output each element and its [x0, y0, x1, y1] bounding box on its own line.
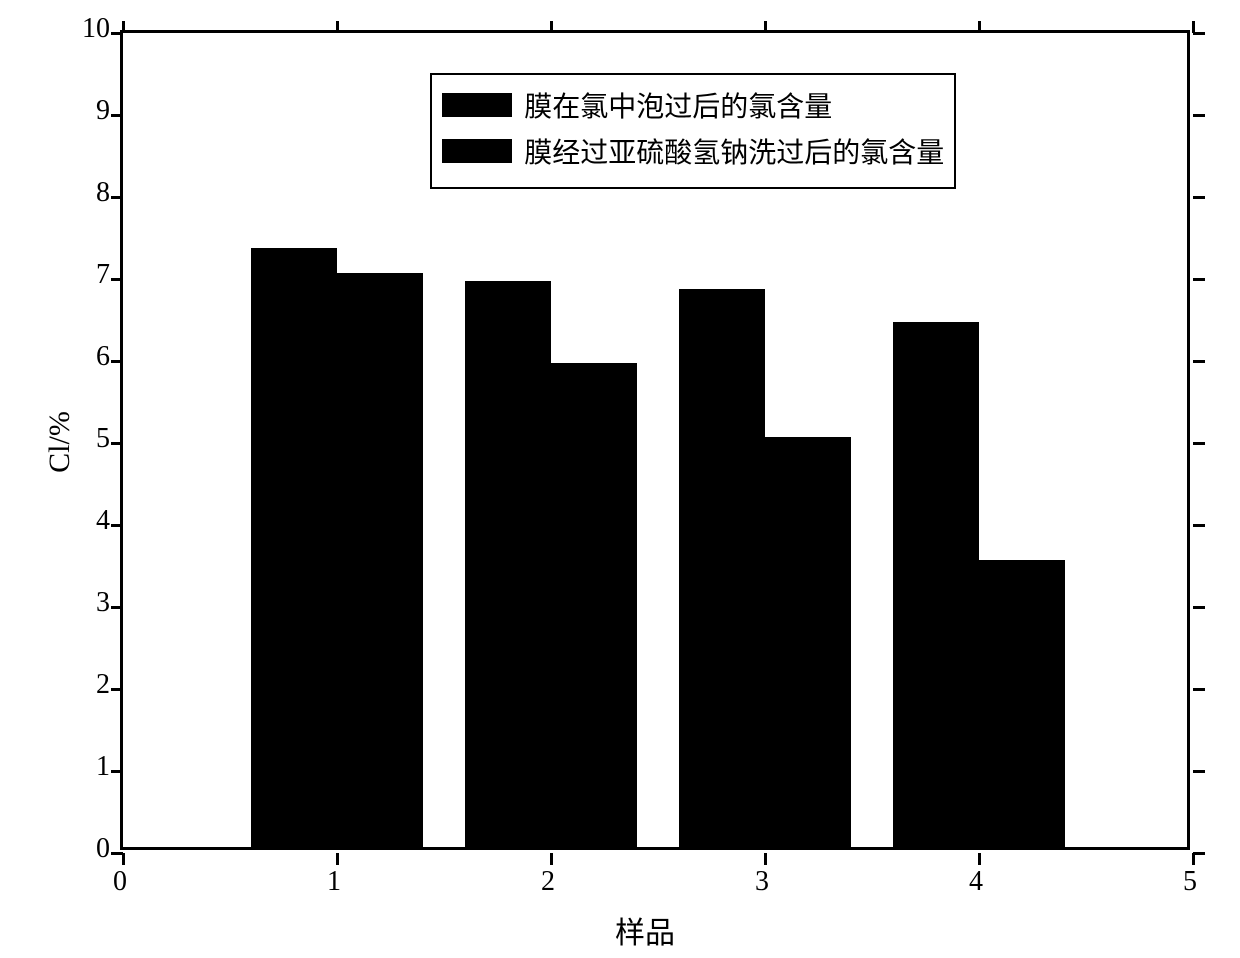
- bar: [551, 363, 637, 847]
- y-tick: [1193, 32, 1205, 35]
- legend-swatch: [442, 93, 512, 117]
- legend-label: 膜经过亚硫酸氢钠洗过后的氯含量: [524, 131, 944, 171]
- x-tick-label: 2: [528, 866, 568, 898]
- y-tick-label: 5: [50, 423, 110, 455]
- y-tick-label: 2: [50, 669, 110, 701]
- x-tick: [1192, 853, 1195, 865]
- y-tick: [111, 114, 123, 117]
- y-tick: [111, 442, 123, 445]
- bar: [979, 560, 1065, 847]
- bar: [251, 248, 337, 847]
- y-tick-label: 3: [50, 587, 110, 619]
- y-tick: [111, 524, 123, 527]
- legend: 膜在氯中泡过后的氯含量膜经过亚硫酸氢钠洗过后的氯含量: [430, 73, 956, 189]
- y-tick: [1193, 852, 1205, 855]
- x-tick: [764, 853, 767, 865]
- y-tick: [1193, 360, 1205, 363]
- x-axis-label: 样品: [615, 908, 675, 952]
- y-tick-label: 8: [50, 177, 110, 209]
- y-tick: [111, 196, 123, 199]
- y-tick-label: 10: [50, 13, 110, 45]
- y-tick: [111, 770, 123, 773]
- x-tick-label: 0: [100, 866, 140, 898]
- y-tick: [1193, 278, 1205, 281]
- y-tick: [1193, 442, 1205, 445]
- legend-item: 膜经过亚硫酸氢钠洗过后的氯含量: [442, 131, 944, 171]
- y-tick-label: 4: [50, 505, 110, 537]
- x-tick-label: 1: [314, 866, 354, 898]
- y-tick: [1193, 114, 1205, 117]
- y-tick-label: 0: [50, 833, 110, 865]
- x-tick: [978, 21, 981, 33]
- y-tick-label: 1: [50, 751, 110, 783]
- x-tick: [764, 21, 767, 33]
- x-tick: [1192, 21, 1195, 33]
- legend-item: 膜在氯中泡过后的氯含量: [442, 85, 944, 125]
- y-tick-label: 9: [50, 95, 110, 127]
- y-tick: [1193, 688, 1205, 691]
- y-tick: [1193, 770, 1205, 773]
- x-tick: [978, 853, 981, 865]
- bar: [765, 437, 851, 847]
- x-tick: [336, 853, 339, 865]
- y-tick-label: 6: [50, 341, 110, 373]
- legend-swatch: [442, 139, 512, 163]
- x-tick: [336, 21, 339, 33]
- bar: [893, 322, 979, 847]
- x-tick: [550, 21, 553, 33]
- x-tick: [550, 853, 553, 865]
- y-tick: [111, 360, 123, 363]
- x-tick: [122, 21, 125, 33]
- x-tick-label: 3: [742, 866, 782, 898]
- y-tick: [1193, 606, 1205, 609]
- y-tick: [1193, 196, 1205, 199]
- x-tick-label: 4: [956, 866, 996, 898]
- y-tick: [111, 688, 123, 691]
- chart-root: { "chart": { "type": "bar", "canvas": { …: [0, 0, 1240, 958]
- y-tick: [111, 278, 123, 281]
- bar: [465, 281, 551, 847]
- y-tick: [111, 606, 123, 609]
- y-tick: [1193, 524, 1205, 527]
- y-tick-label: 7: [50, 259, 110, 291]
- bar: [679, 289, 765, 847]
- x-tick: [122, 853, 125, 865]
- legend-label: 膜在氯中泡过后的氯含量: [524, 85, 832, 125]
- bar: [337, 273, 423, 847]
- x-tick-label: 5: [1170, 866, 1210, 898]
